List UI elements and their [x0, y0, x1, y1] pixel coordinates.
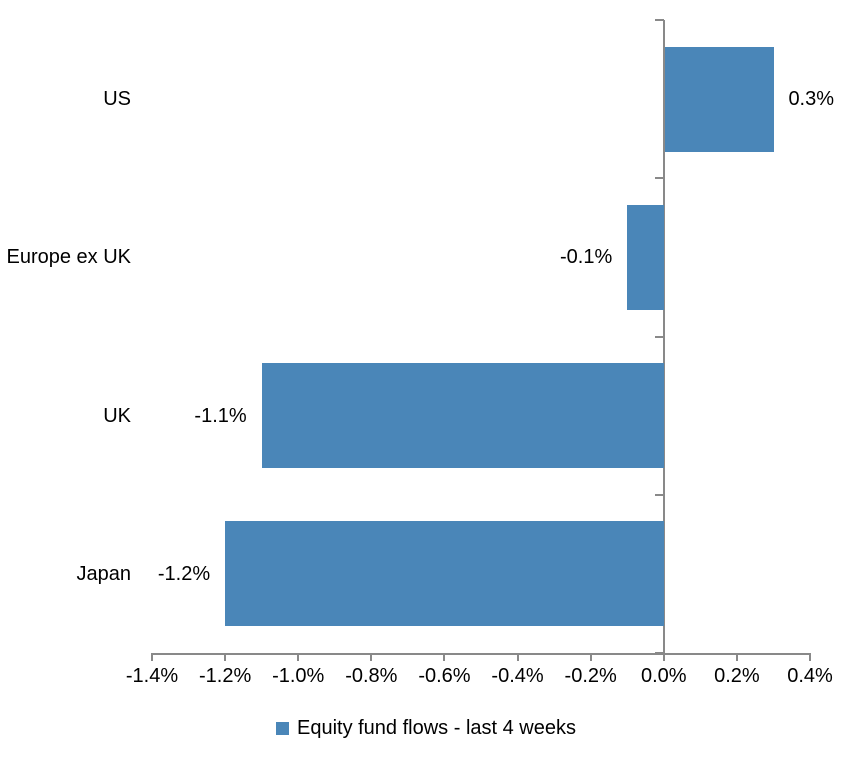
y-axis-tick — [654, 652, 664, 654]
data-label-europe-ex-uk: -0.1% — [559, 246, 613, 269]
y-axis-tick — [654, 335, 664, 338]
x-axis-tick — [151, 655, 153, 661]
bar-europe-ex-uk — [627, 204, 664, 310]
x-axis-line — [151, 653, 811, 655]
x-tick-label: -1.2% — [198, 665, 252, 687]
x-axis-tick — [297, 655, 300, 661]
legend-marker-square — [275, 721, 289, 735]
y-axis-tick — [654, 19, 664, 21]
category-label-us: US — [103, 88, 131, 111]
x-tick-label: -1.4% — [125, 665, 179, 687]
category-label-europe-ex-uk: Europe ex UK — [6, 246, 131, 269]
x-tick-label: -0.4% — [491, 665, 544, 687]
category-label-japan: Japan — [76, 562, 132, 585]
data-label-uk: -1.1% — [194, 404, 247, 427]
y-axis-tick — [654, 177, 664, 180]
x-axis-tick — [443, 655, 446, 661]
category-label-uk: UK — [103, 404, 131, 427]
x-tick-label: -0.2% — [564, 665, 617, 687]
data-label-japan: -1.2% — [157, 562, 211, 585]
x-axis-tick — [370, 655, 373, 661]
x-tick-label: 0.0% — [640, 665, 687, 687]
x-axis-tick — [735, 655, 738, 661]
bar-uk — [261, 363, 664, 469]
bar-japan — [225, 521, 664, 627]
y-axis-tick — [654, 493, 664, 496]
x-axis-tick — [516, 655, 519, 661]
x-axis-tick — [589, 655, 592, 661]
legend-label: Equity fund flows - last 4 weeks — [296, 717, 576, 739]
x-tick-label: -1.0% — [272, 665, 325, 687]
x-tick-label: -0.6% — [418, 665, 471, 687]
x-axis-tick — [809, 655, 811, 661]
x-axis-tick — [662, 655, 665, 661]
legend: Equity fund flows - last 4 weeks — [0, 714, 852, 742]
x-tick-label: 0.2% — [714, 665, 760, 687]
data-label-us: 0.3% — [788, 88, 835, 111]
x-tick-label: 0.4% — [787, 665, 833, 687]
x-tick-label: -0.8% — [345, 665, 398, 687]
x-axis-tick — [224, 655, 227, 661]
bar-us — [664, 46, 775, 152]
y-axis-line — [662, 20, 665, 655]
